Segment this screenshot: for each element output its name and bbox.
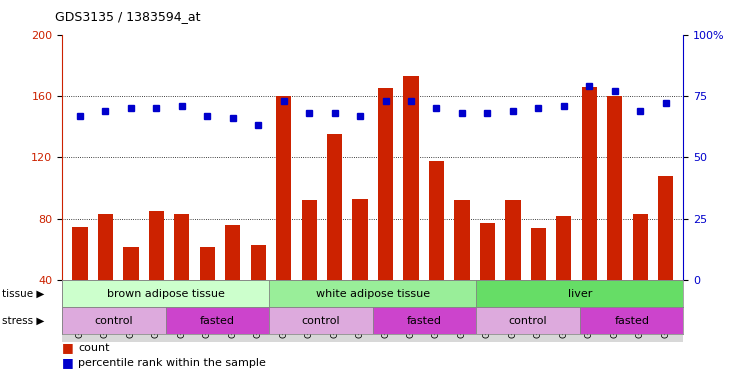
Text: GSM184429: GSM184429	[458, 283, 466, 338]
Bar	[352, 199, 368, 280]
Bar	[556, 216, 572, 280]
Text: GSM184415: GSM184415	[101, 283, 110, 338]
Text: GSM184428: GSM184428	[432, 283, 441, 338]
Text: white adipose tissue: white adipose tissue	[316, 289, 430, 299]
Bar	[477, 307, 580, 334]
Text: control: control	[94, 316, 133, 326]
Text: percentile rank within the sample: percentile rank within the sample	[78, 358, 266, 368]
Text: GSM184432: GSM184432	[534, 283, 543, 338]
Bar	[62, 307, 166, 334]
Bar	[404, 76, 419, 280]
Text: GSM184434: GSM184434	[585, 283, 594, 338]
Text: control: control	[302, 316, 341, 326]
Bar	[225, 225, 240, 280]
Text: GSM184418: GSM184418	[178, 283, 186, 338]
Text: fasted: fasted	[200, 316, 235, 326]
Bar	[373, 307, 477, 334]
Bar	[301, 200, 317, 280]
Bar	[505, 200, 520, 280]
Text: GSM184421: GSM184421	[254, 283, 262, 338]
Bar	[607, 96, 622, 280]
Text: liver: liver	[568, 289, 592, 299]
Bar	[378, 88, 393, 280]
Text: fasted: fasted	[407, 316, 442, 326]
Text: GSM184430: GSM184430	[483, 283, 492, 338]
Bar	[580, 307, 683, 334]
Text: GSM184414: GSM184414	[75, 283, 85, 338]
Text: GSM184422: GSM184422	[279, 283, 288, 338]
Text: GSM184417: GSM184417	[152, 283, 161, 338]
Text: stress ▶: stress ▶	[2, 316, 45, 326]
Text: tissue ▶: tissue ▶	[2, 289, 45, 299]
Bar	[454, 200, 469, 280]
Text: brown adipose tissue: brown adipose tissue	[107, 289, 224, 299]
Bar	[582, 87, 597, 280]
Bar	[62, 280, 269, 307]
Text: GSM184427: GSM184427	[406, 283, 415, 338]
Text: count: count	[78, 343, 110, 353]
Text: GDS3135 / 1383594_at: GDS3135 / 1383594_at	[55, 10, 200, 23]
Text: GSM184433: GSM184433	[559, 283, 568, 338]
Text: ■: ■	[62, 341, 74, 354]
Bar	[124, 247, 139, 280]
Bar	[174, 214, 189, 280]
Text: GSM184425: GSM184425	[355, 283, 365, 338]
Text: GSM184435: GSM184435	[610, 283, 619, 338]
Text: fasted: fasted	[614, 316, 649, 326]
Text: GSM184436: GSM184436	[636, 283, 645, 338]
Bar	[251, 245, 266, 280]
Text: GSM184423: GSM184423	[305, 283, 314, 338]
Bar	[166, 307, 269, 334]
Text: control: control	[509, 316, 548, 326]
Bar	[658, 176, 673, 280]
Bar	[98, 214, 113, 280]
Bar	[480, 223, 495, 280]
Bar	[269, 307, 373, 334]
Text: GSM184426: GSM184426	[381, 283, 390, 338]
Text: GSM184431: GSM184431	[508, 283, 518, 338]
Bar	[531, 228, 546, 280]
Bar	[269, 280, 477, 307]
Bar	[327, 134, 342, 280]
Bar	[148, 211, 164, 280]
Bar	[429, 161, 444, 280]
Text: GSM184424: GSM184424	[330, 283, 339, 338]
Text: GSM184420: GSM184420	[228, 283, 238, 338]
Bar	[477, 280, 683, 307]
Bar	[72, 227, 88, 280]
Text: ■: ■	[62, 356, 74, 369]
Bar	[276, 96, 292, 280]
Bar	[200, 247, 215, 280]
Text: GSM184419: GSM184419	[202, 283, 212, 338]
Bar	[632, 214, 648, 280]
Text: GSM184416: GSM184416	[126, 283, 135, 338]
Text: GSM184437: GSM184437	[661, 283, 670, 338]
